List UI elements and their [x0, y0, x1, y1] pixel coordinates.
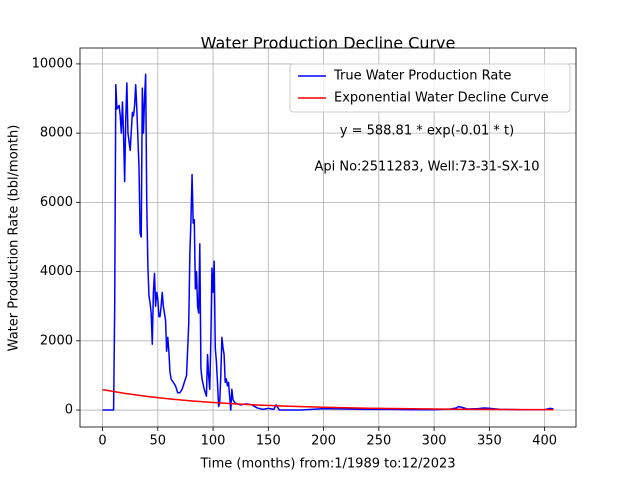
- legend-box: [289, 63, 571, 113]
- y-tick-label: 2000: [40, 333, 73, 348]
- legend-label: True Water Production Rate: [333, 69, 511, 84]
- axes-frame: [79, 47, 577, 428]
- y-tick-label: 4000: [40, 264, 73, 279]
- x-tick-label: 0: [98, 434, 106, 449]
- x-tick-label: 350: [477, 434, 502, 449]
- legend-label: Exponential Water Decline Curve: [334, 91, 549, 106]
- y-tick-label: 10000: [32, 56, 73, 71]
- data-line: [102, 73, 554, 411]
- y-axis-label: Water Production Rate (bbl/month): [7, 125, 22, 352]
- x-tick-label: 100: [201, 434, 226, 449]
- y-tick-label: 8000: [40, 126, 73, 141]
- x-tick-label: 250: [366, 434, 391, 449]
- y-tick-label: 0: [65, 403, 73, 418]
- data-line: [102, 388, 554, 411]
- x-tick-label: 50: [150, 434, 167, 449]
- x-tick-label: 150: [256, 434, 281, 449]
- x-axis-label: Time (months) from:1/1989 to:12/2023: [199, 457, 455, 472]
- annotation: y = 588.81 * exp(-0.01 * t): [340, 124, 514, 139]
- x-tick-label: 200: [311, 434, 336, 449]
- y-tick-label: 6000: [40, 195, 73, 210]
- x-tick-label: 300: [422, 434, 447, 449]
- annotation: Api No:2511283, Well:73-31-SX-10: [314, 160, 539, 175]
- x-tick-label: 400: [532, 434, 557, 449]
- chart-title: Water Production Decline Curve: [201, 34, 456, 53]
